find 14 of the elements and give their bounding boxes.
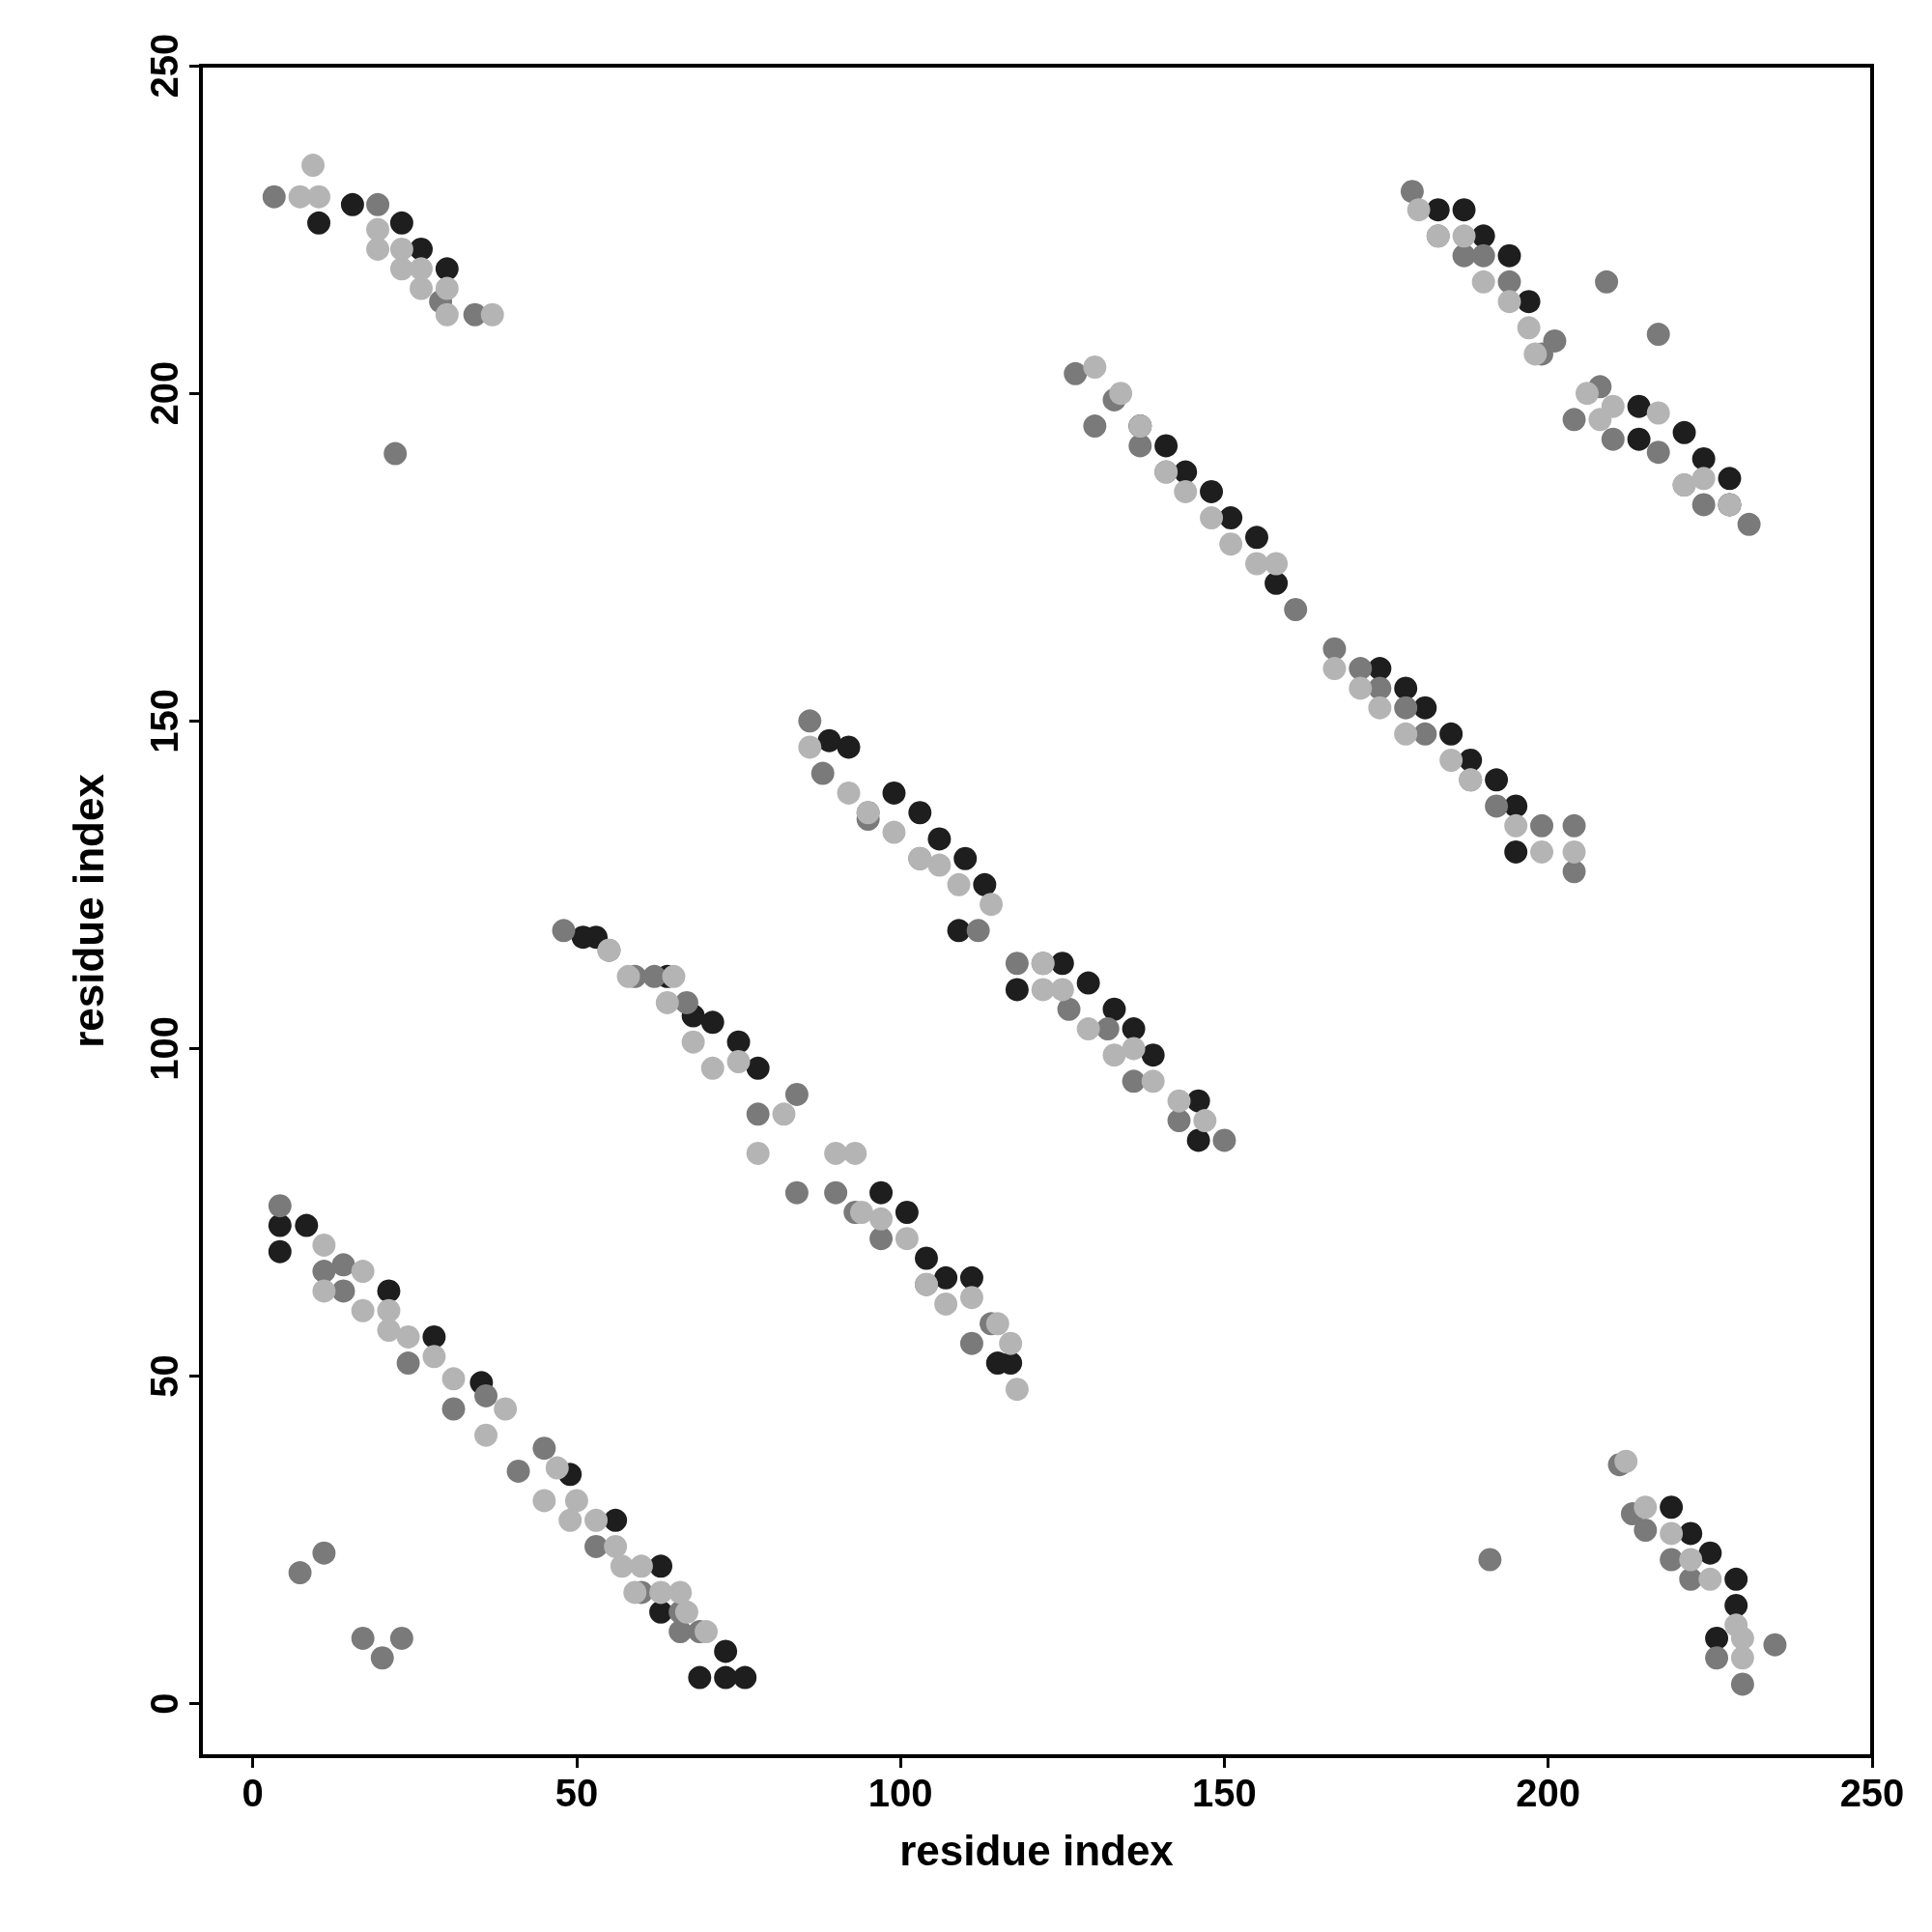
y-axis-title: residue index — [64, 773, 112, 1048]
x-tick-label: 100 — [867, 1772, 933, 1814]
y-tick-label: 250 — [143, 33, 185, 99]
y-tick-label: 150 — [143, 688, 185, 753]
x-tick-label: 250 — [1839, 1772, 1905, 1814]
x-tick-label: 50 — [554, 1772, 599, 1814]
x-tick-label: 0 — [242, 1772, 264, 1814]
y-tick-label: 200 — [143, 360, 185, 426]
x-tick-label: 150 — [1192, 1772, 1257, 1814]
y-tick-label: 100 — [143, 1016, 185, 1081]
y-tick-label: 50 — [143, 1354, 185, 1398]
x-axis-title: residue index — [899, 1826, 1175, 1874]
x-tick-label: 200 — [1516, 1772, 1581, 1814]
y-tick-label: 0 — [143, 1692, 185, 1715]
